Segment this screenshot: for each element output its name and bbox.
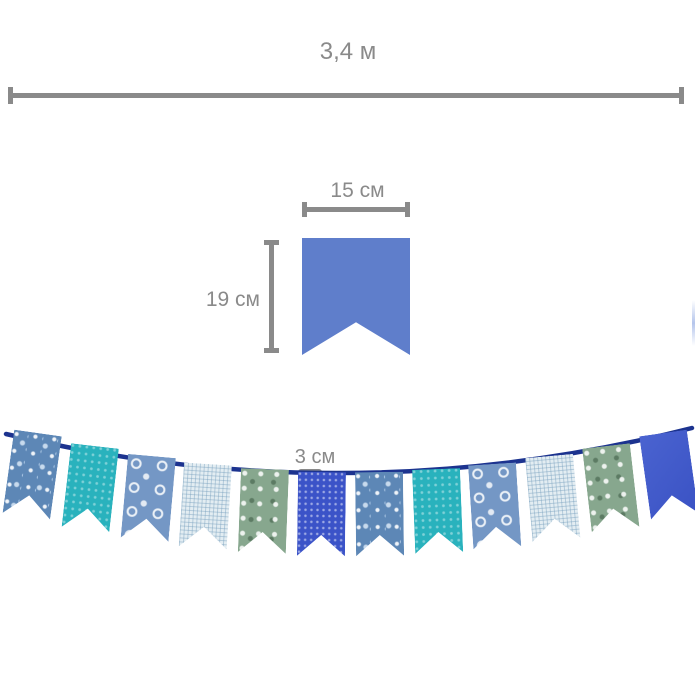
flag-height-top-cap (264, 240, 279, 245)
flag-width-label: 15 см (330, 179, 385, 202)
flag-width-right-cap (405, 202, 410, 217)
pennant-flag-diagram (302, 238, 410, 355)
garland (0, 420, 695, 590)
flag-gap-label: 3 см (294, 446, 336, 468)
total-length-left-cap (8, 87, 13, 104)
total-length-label: 3,4 м (319, 38, 377, 65)
edge-artifact (692, 300, 695, 346)
total-length-right-cap (679, 87, 684, 104)
flag-height-dimension-line (269, 240, 274, 353)
flag-height-label: 19 см (205, 288, 260, 311)
flag-width-left-cap (302, 202, 307, 217)
total-length-dimension-line (8, 93, 684, 98)
flag-height-bottom-cap (264, 348, 279, 353)
flag-width-dimension-line (302, 207, 410, 212)
